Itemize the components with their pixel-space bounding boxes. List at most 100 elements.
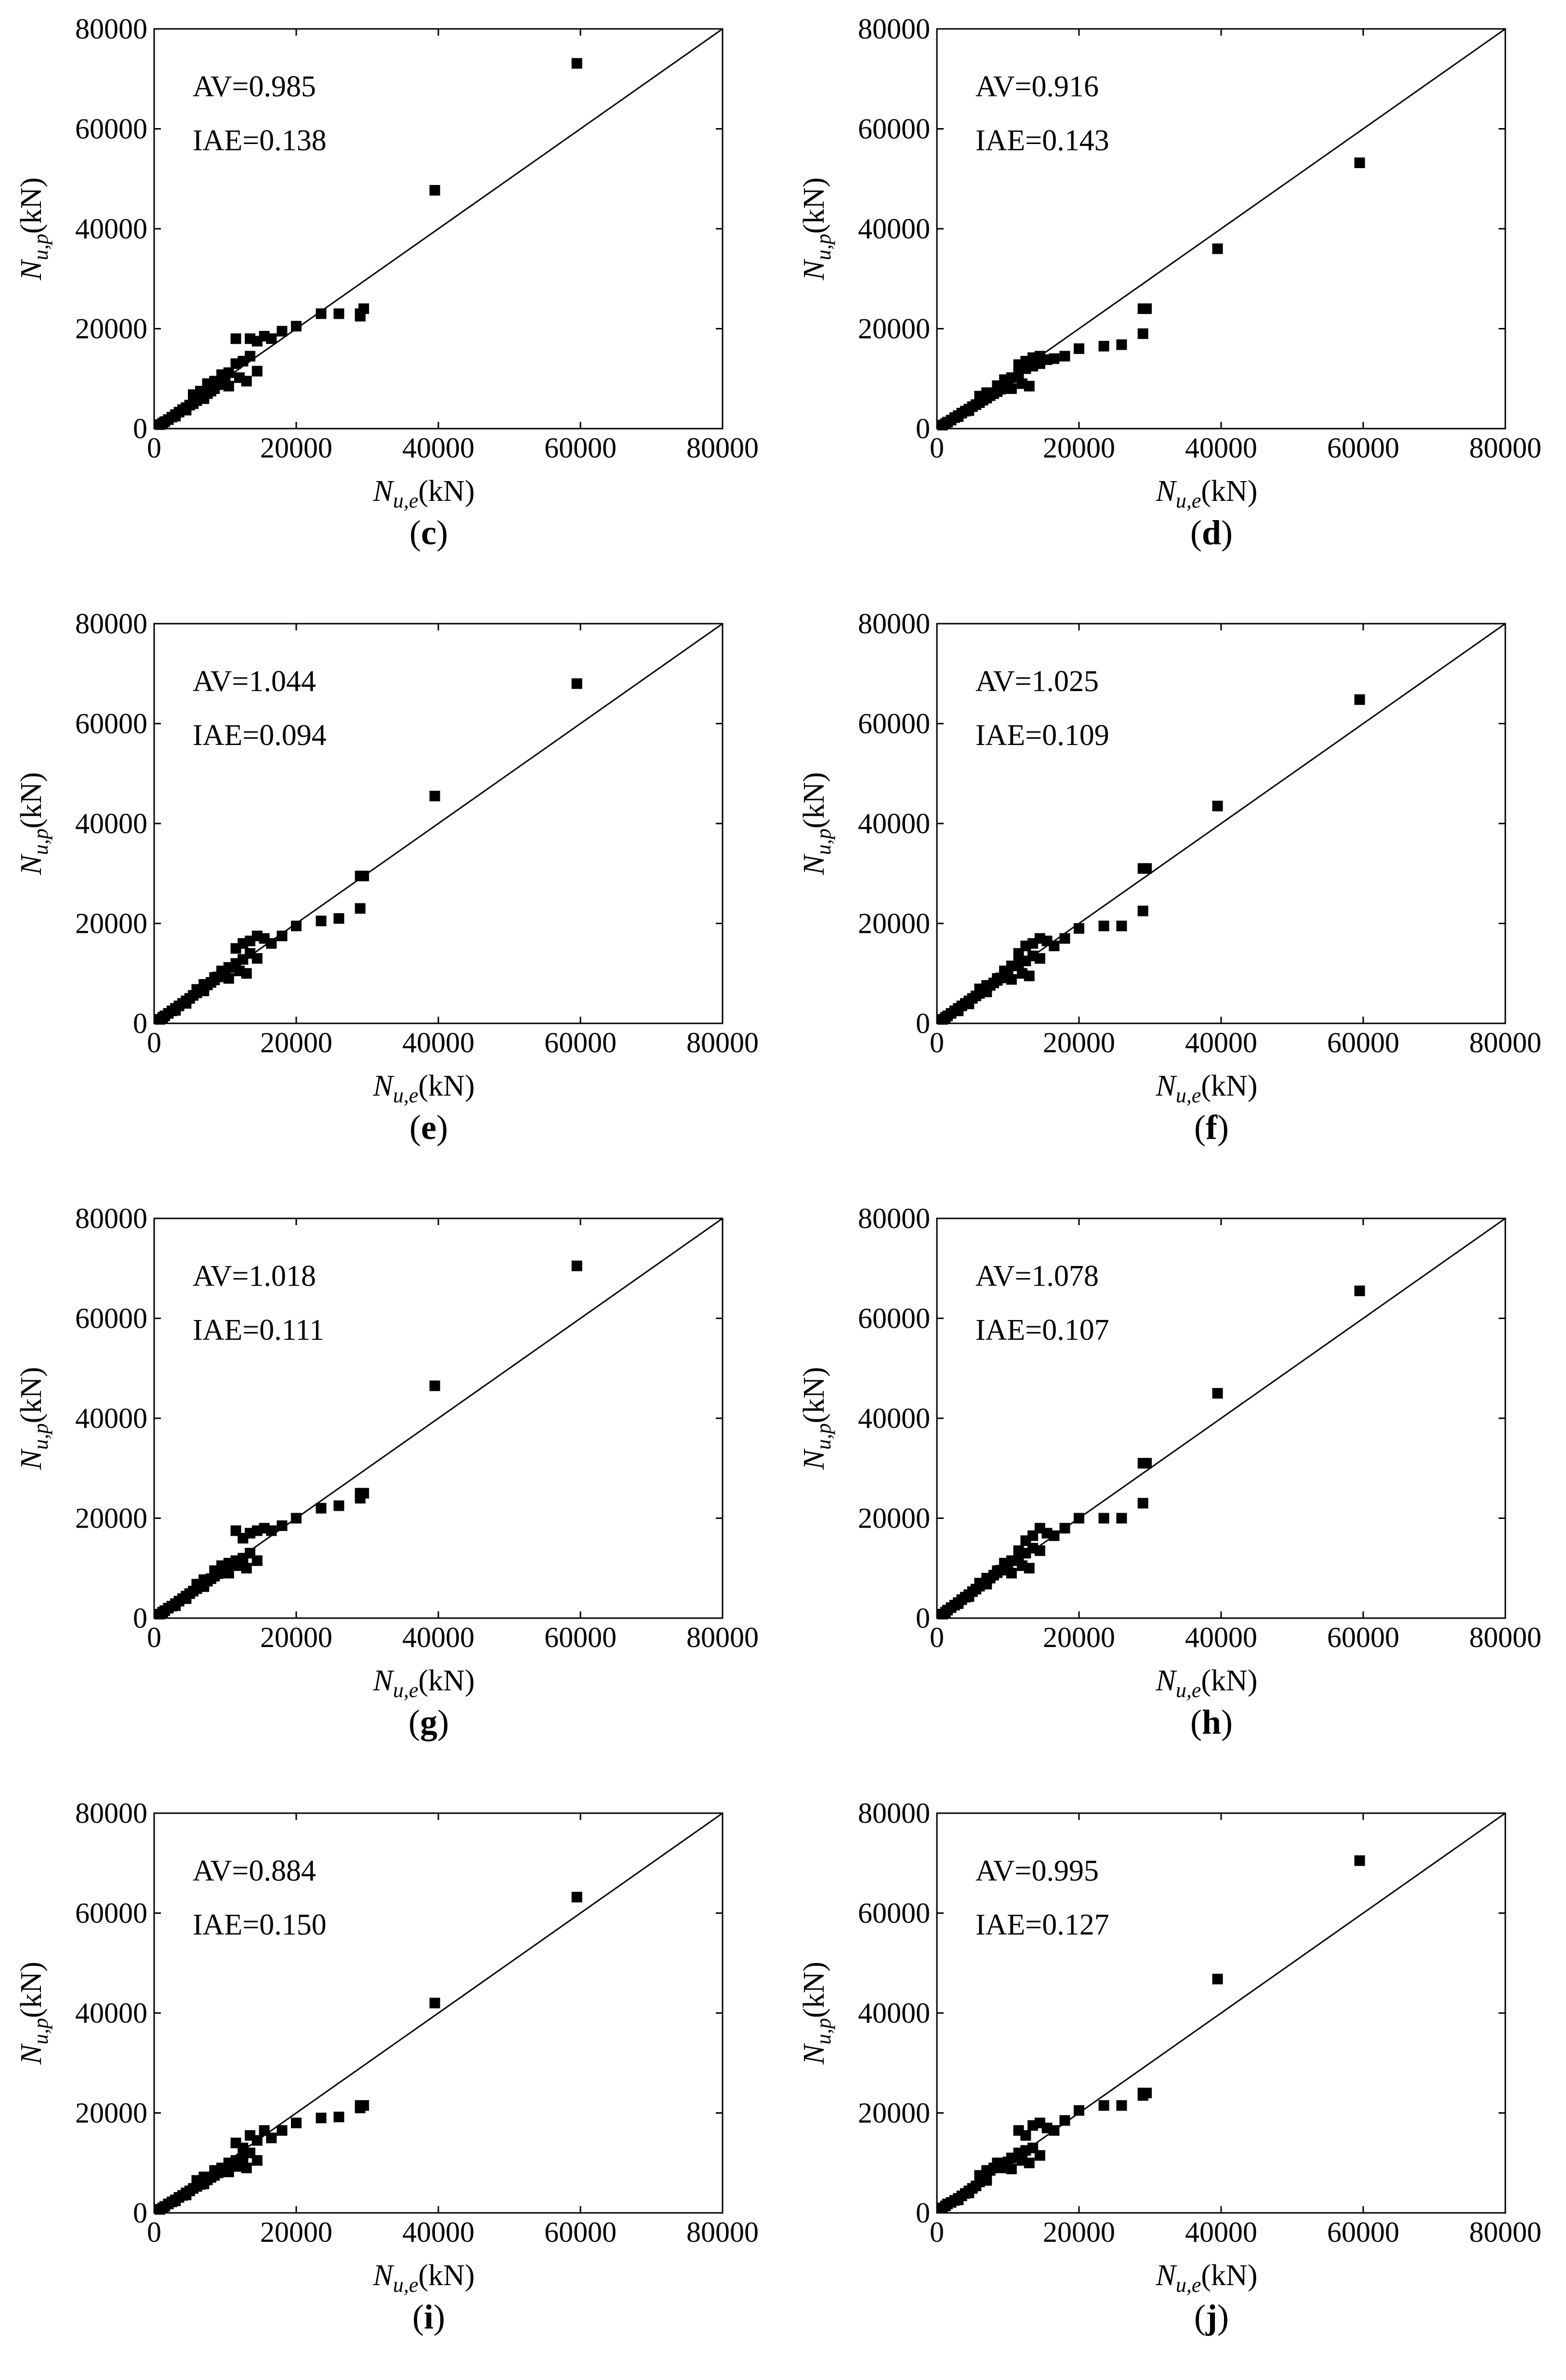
panel-caption: (c): [409, 513, 448, 552]
iae-annotation: IAE=0.111: [193, 1314, 324, 1347]
av-annotation: AV=0.995: [975, 1855, 1099, 1887]
x-tick-label: 40000: [1185, 1622, 1257, 1653]
data-point: [291, 1513, 302, 1524]
scatter-chart-j: 00 20000 20000 40000 40000 60000 60000 80000 800…: [798, 1797, 1541, 2336]
data-point: [316, 2112, 327, 2123]
x-tick-label: 60000: [544, 1027, 617, 1059]
data-point: [1354, 1285, 1365, 1296]
x-tick-label: 20000: [260, 1622, 332, 1653]
x-axis-label: Nu,e(kN): [373, 1070, 475, 1107]
data-point: [981, 2165, 992, 2176]
data-point: [266, 1525, 277, 1536]
x-axis-label: Nu,e(kN): [373, 1664, 475, 1702]
data-point: [1354, 1855, 1365, 1866]
data-point: [181, 2189, 192, 2200]
panel-caption: (e): [409, 1108, 448, 1147]
data-point: [571, 1260, 582, 1271]
x-tick-label: 40000: [402, 432, 474, 464]
scatter-chart-e: 00 20000 20000 40000 40000 60000 60000 80000 800…: [15, 608, 759, 1147]
y-tick-label: 40000: [75, 808, 147, 839]
x-tick-label: 60000: [1327, 1027, 1399, 1059]
data-point: [251, 1555, 263, 1566]
scatter-chart-c: 00 20000 20000 40000 40000 60000 60000 80000 800…: [15, 13, 759, 552]
data-point: [358, 1488, 369, 1499]
y-tick-label: 20000: [858, 908, 930, 940]
data-point: [358, 303, 369, 314]
x-tick-label: 0: [147, 1622, 161, 1653]
data-point: [1354, 157, 1365, 169]
y-tick-label: 0: [916, 1602, 930, 1634]
data-point: [953, 1006, 964, 1017]
data-point: [241, 376, 252, 387]
x-tick-label: 80000: [686, 1622, 759, 1653]
y-tick-label: 20000: [75, 908, 147, 940]
data-point: [1098, 920, 1109, 931]
y-tick-label: 40000: [75, 1402, 147, 1434]
y-tick-label: 0: [133, 1007, 147, 1039]
x-tick-label: 20000: [260, 2216, 332, 2248]
x-tick-label: 80000: [1469, 1622, 1541, 1653]
data-point: [953, 1598, 964, 1609]
data-point: [223, 973, 234, 984]
data-point: [1137, 1498, 1148, 1509]
data-point: [358, 2100, 369, 2111]
data-point: [276, 326, 288, 337]
x-tick-label: 40000: [402, 2216, 474, 2248]
data-point: [251, 2155, 263, 2166]
data-point: [571, 678, 582, 689]
y-tick-label: 40000: [75, 213, 147, 245]
data-point: [1141, 863, 1152, 874]
x-tick-label: 20000: [1043, 1622, 1115, 1653]
x-tick-label: 0: [930, 2216, 944, 2248]
y-axis-label: Nu,p(kN): [15, 1367, 53, 1470]
y-tick-label: 20000: [858, 1503, 930, 1534]
x-tick-label: 60000: [1327, 1622, 1399, 1653]
x-tick-label: 0: [930, 1622, 944, 1653]
data-point: [333, 308, 344, 319]
data-point: [1034, 1545, 1045, 1556]
y-tick-label: 60000: [75, 1303, 147, 1334]
y-tick-label: 0: [916, 1007, 930, 1039]
data-point: [198, 1581, 210, 1592]
x-tick-label: 20000: [260, 432, 332, 464]
x-tick-label: 40000: [1185, 1027, 1257, 1059]
data-point: [333, 1500, 344, 1511]
data-point: [237, 2143, 249, 2154]
scatter-panel-i: 0 0 20000 20000 40000 40000 60000 60000 80000 800…: [0, 1784, 783, 2379]
data-point: [1024, 970, 1035, 981]
y-tick-label: 20000: [75, 1503, 147, 1534]
x-tick-label: 80000: [1469, 1027, 1541, 1059]
data-point: [1116, 1513, 1127, 1524]
x-axis-label: Nu,e(kN): [373, 2259, 475, 2297]
x-tick-label: 40000: [1185, 432, 1257, 464]
data-point: [291, 2118, 302, 2129]
iae-annotation: IAE=0.143: [975, 124, 1109, 157]
x-axis-label: Nu,e(kN): [1156, 475, 1258, 512]
data-point: [1212, 1388, 1223, 1399]
data-point: [1074, 923, 1084, 934]
x-tick-label: 60000: [1327, 432, 1399, 464]
y-axis-label: Nu,p(kN): [798, 1962, 835, 2065]
data-point: [1059, 351, 1070, 362]
data-point: [1074, 343, 1084, 354]
x-tick-label: 0: [147, 432, 161, 464]
data-point: [333, 2111, 344, 2122]
data-point: [1006, 1568, 1017, 1579]
data-point: [981, 2175, 992, 2186]
y-tick-label: 20000: [858, 2097, 930, 2129]
y-tick-label: 40000: [858, 1997, 930, 2029]
data-point: [981, 986, 992, 997]
data-point: [276, 2125, 288, 2136]
y-tick-label: 0: [916, 2197, 930, 2229]
data-point: [181, 1593, 192, 1604]
y-tick-label: 40000: [858, 1402, 930, 1434]
x-tick-label: 20000: [1043, 432, 1115, 464]
data-point: [1212, 243, 1223, 254]
y-tick-label: 40000: [858, 808, 930, 839]
x-tick-label: 20000: [1043, 1027, 1115, 1059]
data-point: [963, 998, 974, 1009]
data-point: [198, 393, 210, 404]
reference-line: [154, 1812, 723, 2214]
data-point: [1013, 1545, 1024, 1556]
panel-caption: (i): [412, 2298, 445, 2336]
